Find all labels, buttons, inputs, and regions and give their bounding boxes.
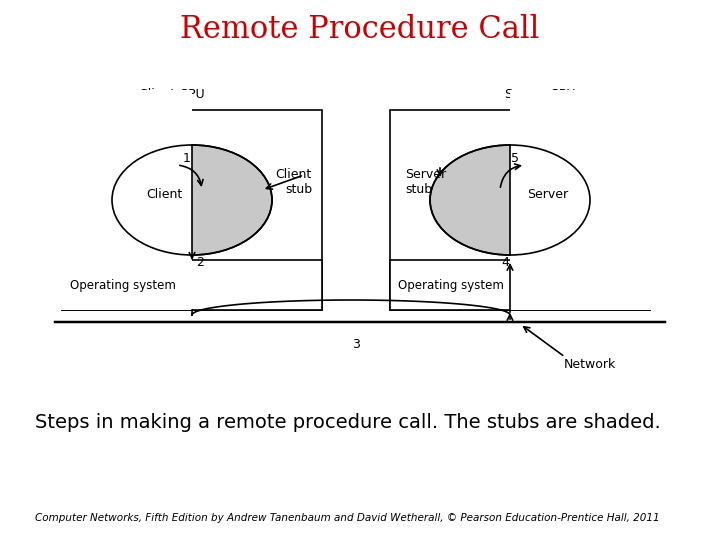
Text: Operating system: Operating system	[398, 279, 504, 292]
Ellipse shape	[430, 145, 590, 255]
Text: 2: 2	[196, 256, 204, 269]
Bar	[62, 260, 322, 310]
Text: Remote Procedure Call: Remote Procedure Call	[180, 15, 540, 45]
Text: Client: Client	[146, 188, 182, 201]
Text: 3: 3	[352, 339, 360, 352]
Text: Operating system: Operating system	[70, 279, 176, 292]
Bar	[390, 110, 650, 310]
Text: 5: 5	[511, 152, 519, 165]
Text: Client CPU: Client CPU	[139, 89, 204, 102]
Polygon shape	[32, 90, 192, 310]
Text: Server CPU: Server CPU	[505, 89, 575, 102]
Text: Client
stub: Client stub	[276, 168, 312, 196]
Text: 4: 4	[501, 256, 509, 269]
Text: Steps in making a remote procedure call. The stubs are shaded.: Steps in making a remote procedure call.…	[35, 413, 661, 431]
Ellipse shape	[112, 145, 272, 255]
Text: 1: 1	[183, 152, 191, 165]
Bar	[62, 110, 322, 310]
Polygon shape	[510, 90, 670, 310]
Bar	[390, 260, 650, 310]
Text: Server
stub: Server stub	[405, 168, 446, 196]
Text: Server: Server	[528, 188, 569, 201]
Text: Computer Networks, Fifth Edition by Andrew Tanenbaum and David Wetherall, © Pear: Computer Networks, Fifth Edition by Andr…	[35, 513, 660, 523]
Text: Network: Network	[564, 357, 616, 370]
